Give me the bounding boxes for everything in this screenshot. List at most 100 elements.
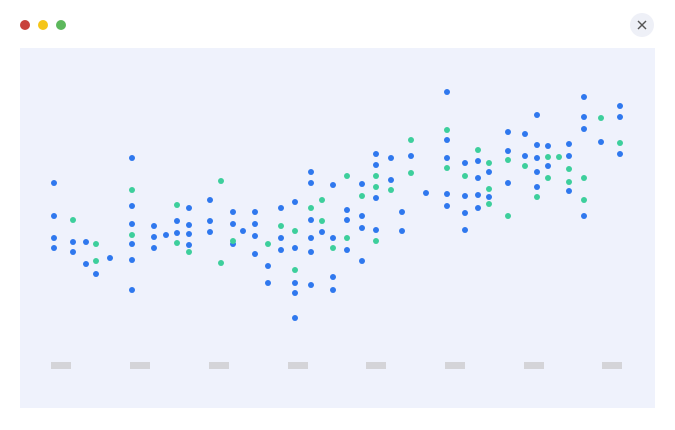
point <box>93 241 99 247</box>
point <box>486 194 492 200</box>
point <box>278 205 284 211</box>
point <box>522 131 528 137</box>
point <box>486 201 492 207</box>
point <box>486 186 492 192</box>
point <box>207 197 213 203</box>
point <box>475 205 481 211</box>
point <box>462 210 468 216</box>
point <box>617 151 623 157</box>
point <box>308 217 314 223</box>
point <box>163 232 169 238</box>
point <box>70 239 76 245</box>
point <box>265 263 271 269</box>
point <box>534 155 540 161</box>
point <box>151 223 157 229</box>
point <box>129 155 135 161</box>
point <box>581 197 587 203</box>
point <box>486 169 492 175</box>
tick-placeholder <box>602 362 622 369</box>
point <box>373 238 379 244</box>
point <box>359 258 365 264</box>
point <box>292 290 298 296</box>
point <box>581 126 587 132</box>
close-button[interactable] <box>630 13 654 37</box>
point <box>566 166 572 172</box>
point <box>252 209 258 215</box>
point <box>505 180 511 186</box>
point <box>388 187 394 193</box>
point <box>218 260 224 266</box>
point <box>534 169 540 175</box>
point <box>534 142 540 148</box>
point <box>93 258 99 264</box>
point <box>230 238 236 244</box>
point <box>444 155 450 161</box>
point <box>388 155 394 161</box>
point <box>207 229 213 235</box>
point <box>70 217 76 223</box>
point <box>617 140 623 146</box>
point <box>344 247 350 253</box>
point <box>292 267 298 273</box>
point <box>230 209 236 215</box>
point <box>475 158 481 164</box>
point <box>51 235 57 241</box>
point <box>522 153 528 159</box>
point <box>186 205 192 211</box>
point <box>308 169 314 175</box>
point <box>581 114 587 120</box>
point <box>408 170 414 176</box>
point <box>344 217 350 223</box>
point <box>265 241 271 247</box>
point <box>344 207 350 213</box>
point <box>444 137 450 143</box>
point <box>545 163 551 169</box>
point <box>598 115 604 121</box>
point <box>129 241 135 247</box>
point <box>462 227 468 233</box>
point <box>278 235 284 241</box>
point <box>230 221 236 227</box>
point <box>545 154 551 160</box>
point <box>373 162 379 168</box>
point <box>186 242 192 248</box>
point <box>278 223 284 229</box>
point <box>373 227 379 233</box>
point <box>444 203 450 209</box>
point <box>319 218 325 224</box>
point <box>344 235 350 241</box>
point <box>51 245 57 251</box>
point <box>581 175 587 181</box>
point <box>475 192 481 198</box>
point <box>534 184 540 190</box>
point <box>522 163 528 169</box>
point <box>330 274 336 280</box>
point <box>151 234 157 240</box>
point <box>319 197 325 203</box>
point <box>292 245 298 251</box>
point <box>174 230 180 236</box>
point <box>278 247 284 253</box>
window-dot-yellow[interactable] <box>38 20 48 30</box>
point <box>545 175 551 181</box>
point <box>388 177 394 183</box>
point <box>566 188 572 194</box>
point <box>534 194 540 200</box>
point <box>174 218 180 224</box>
point <box>107 255 113 261</box>
window-dot-red[interactable] <box>20 20 30 30</box>
point <box>292 280 298 286</box>
point <box>207 218 213 224</box>
point <box>581 94 587 100</box>
point <box>308 235 314 241</box>
close-icon[interactable] <box>637 20 647 30</box>
point <box>545 143 551 149</box>
point <box>330 182 336 188</box>
window-dot-green[interactable] <box>56 20 66 30</box>
point <box>598 139 604 145</box>
point <box>129 221 135 227</box>
point <box>359 225 365 231</box>
point <box>308 282 314 288</box>
point <box>129 203 135 209</box>
